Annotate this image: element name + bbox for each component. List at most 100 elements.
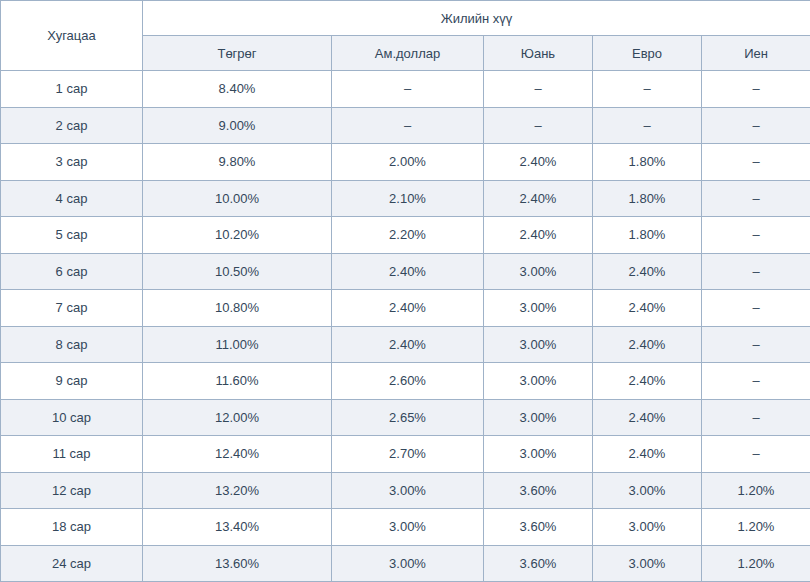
- term-cell: 11 сар: [1, 436, 143, 473]
- table-row: 12 сар13.20%3.00%3.60%3.00%1.20%: [1, 472, 810, 509]
- term-cell: 6 сар: [1, 253, 143, 290]
- term-cell: 1 сар: [1, 71, 143, 108]
- rate-cell: –: [702, 217, 810, 254]
- deposit-rates-table: Хугацаа Жилийн хүү Төгрөг Ам.доллар Юань…: [0, 0, 810, 582]
- term-cell: 18 сар: [1, 509, 143, 546]
- rate-cell: 1.80%: [593, 144, 702, 181]
- rate-cell: 9.00%: [143, 107, 332, 144]
- rate-cell: 2.40%: [593, 326, 702, 363]
- table-row: 24 сар13.60%3.00%3.60%3.00%1.20%: [1, 545, 810, 582]
- rate-cell: –: [484, 107, 593, 144]
- rate-cell: 13.20%: [143, 472, 332, 509]
- rate-cell: –: [484, 71, 593, 108]
- table-row: 3 сар9.80%2.00%2.40%1.80%–: [1, 144, 810, 181]
- rate-cell: 2.40%: [593, 399, 702, 436]
- column-header-yen: Иен: [702, 36, 810, 71]
- rate-cell: 8.40%: [143, 71, 332, 108]
- rate-cell: –: [702, 290, 810, 327]
- rate-cell: 3.00%: [484, 363, 593, 400]
- term-cell: 3 сар: [1, 144, 143, 181]
- rate-cell: –: [702, 326, 810, 363]
- rate-cell: 3.00%: [332, 472, 484, 509]
- rate-cell: 2.20%: [332, 217, 484, 254]
- rate-cell: –: [702, 107, 810, 144]
- term-cell: 8 сар: [1, 326, 143, 363]
- rate-cell: 2.40%: [593, 436, 702, 473]
- rate-cell: 2.65%: [332, 399, 484, 436]
- rate-cell: 2.40%: [332, 253, 484, 290]
- rate-cell: –: [702, 253, 810, 290]
- rate-cell: 3.60%: [484, 509, 593, 546]
- term-cell: 4 сар: [1, 180, 143, 217]
- rate-cell: 3.60%: [484, 545, 593, 582]
- rate-cell: 2.40%: [593, 253, 702, 290]
- rate-cell: 2.40%: [332, 290, 484, 327]
- rate-cell: 3.60%: [484, 472, 593, 509]
- column-header-euro: Евро: [593, 36, 702, 71]
- rate-cell: 2.40%: [484, 217, 593, 254]
- rate-cell: 2.40%: [593, 363, 702, 400]
- rate-cell: 2.40%: [593, 290, 702, 327]
- term-cell: 10 сар: [1, 399, 143, 436]
- rate-cell: 3.00%: [593, 545, 702, 582]
- table-row: 7 сар10.80%2.40%3.00%2.40%–: [1, 290, 810, 327]
- rate-cell: 11.60%: [143, 363, 332, 400]
- term-cell: 7 сар: [1, 290, 143, 327]
- rate-cell: 10.80%: [143, 290, 332, 327]
- rate-cell: –: [593, 71, 702, 108]
- rate-cell: –: [593, 107, 702, 144]
- table-row: 2 сар9.00%––––: [1, 107, 810, 144]
- table-row: 8 сар11.00%2.40%3.00%2.40%–: [1, 326, 810, 363]
- group-header-row: Хугацаа Жилийн хүү: [1, 1, 810, 36]
- rate-cell: 2.40%: [332, 326, 484, 363]
- column-header-yuan: Юань: [484, 36, 593, 71]
- rate-cell: 10.50%: [143, 253, 332, 290]
- rate-cell: 2.10%: [332, 180, 484, 217]
- rate-cell: 10.00%: [143, 180, 332, 217]
- term-cell: 9 сар: [1, 363, 143, 400]
- rate-cell: 1.20%: [702, 545, 810, 582]
- term-cell: 2 сар: [1, 107, 143, 144]
- rate-cell: 9.80%: [143, 144, 332, 181]
- table-row: 5 сар10.20%2.20%2.40%1.80%–: [1, 217, 810, 254]
- rate-cell: 3.00%: [484, 326, 593, 363]
- rate-cell: –: [702, 436, 810, 473]
- duration-column-header: Хугацаа: [1, 1, 143, 71]
- term-cell: 5 сар: [1, 217, 143, 254]
- rate-cell: 2.70%: [332, 436, 484, 473]
- rate-cell: 2.40%: [484, 180, 593, 217]
- rate-cell: 13.40%: [143, 509, 332, 546]
- rate-cell: 3.00%: [593, 472, 702, 509]
- rate-cell: 1.20%: [702, 472, 810, 509]
- term-cell: 12 сар: [1, 472, 143, 509]
- rate-cell: –: [702, 71, 810, 108]
- rate-cell: 13.60%: [143, 545, 332, 582]
- rate-cell: –: [332, 71, 484, 108]
- rate-cell: 3.00%: [484, 436, 593, 473]
- rate-cell: –: [702, 180, 810, 217]
- rate-cell: –: [702, 399, 810, 436]
- term-cell: 24 сар: [1, 545, 143, 582]
- rate-cell: 3.00%: [332, 509, 484, 546]
- rate-cell: 11.00%: [143, 326, 332, 363]
- rate-cell: 2.40%: [484, 144, 593, 181]
- rate-cell: –: [702, 144, 810, 181]
- rate-cell: 3.00%: [332, 545, 484, 582]
- rate-cell: 1.80%: [593, 180, 702, 217]
- rate-cell: 3.00%: [484, 399, 593, 436]
- column-header-togrog: Төгрөг: [143, 36, 332, 71]
- rate-cell: 12.00%: [143, 399, 332, 436]
- rate-cell: 10.20%: [143, 217, 332, 254]
- rate-cell: 1.20%: [702, 509, 810, 546]
- rate-cell: –: [702, 363, 810, 400]
- rate-cell: 1.80%: [593, 217, 702, 254]
- rate-cell: 12.40%: [143, 436, 332, 473]
- rate-cell: 3.00%: [484, 290, 593, 327]
- table-row: 9 сар11.60%2.60%3.00%2.40%–: [1, 363, 810, 400]
- column-header-us-dollar: Ам.доллар: [332, 36, 484, 71]
- table-row: 1 сар8.40%––––: [1, 71, 810, 108]
- rate-cell: 2.00%: [332, 144, 484, 181]
- table-row: 6 сар10.50%2.40%3.00%2.40%–: [1, 253, 810, 290]
- rate-cell: 3.00%: [593, 509, 702, 546]
- table-row: 10 сар12.00%2.65%3.00%2.40%–: [1, 399, 810, 436]
